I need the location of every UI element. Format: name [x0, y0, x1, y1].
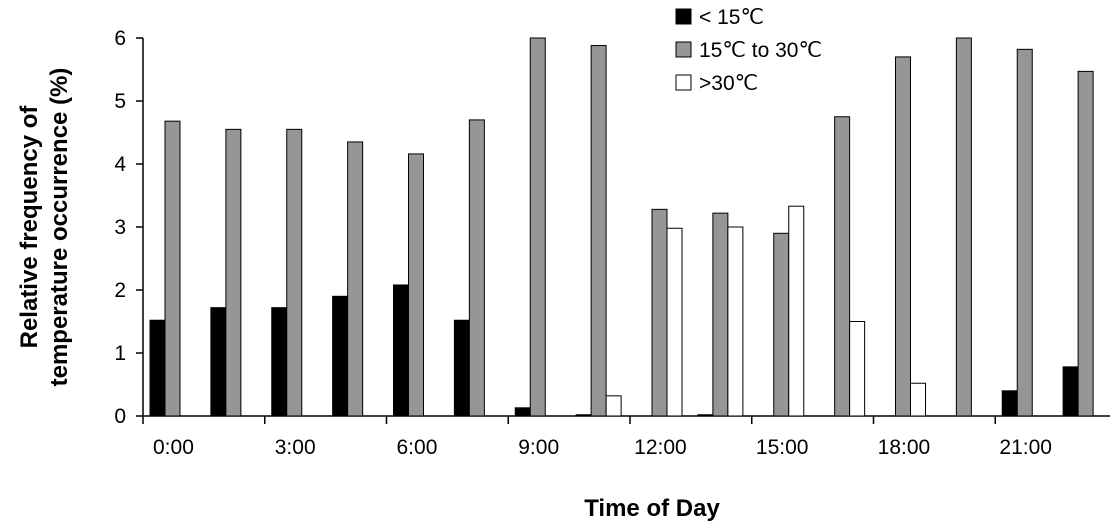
bar-series-3-1330 — [727, 226, 744, 417]
bar-series-2-2100 — [1016, 48, 1033, 417]
y-tick-label: 6 — [114, 27, 126, 50]
bar-series-3-1800 — [910, 382, 926, 417]
bar-series-3-1200 — [666, 227, 683, 417]
bar-series-2-730 — [468, 119, 485, 417]
x-tick-label: 12:00 — [634, 436, 687, 459]
bar-series-2-000 — [164, 120, 181, 417]
y-axis-title-line-2: temperature occurrence (%) — [46, 68, 73, 387]
bar-series-1-730 — [453, 319, 470, 417]
bar-series-2-1200 — [651, 208, 668, 417]
bar-series-2-900 — [529, 37, 546, 417]
bar-series-2-1630 — [834, 116, 851, 417]
y-tick-label: 5 — [114, 90, 126, 113]
bar-series-1-900 — [514, 407, 531, 417]
bar-series-2-130 — [225, 128, 242, 417]
x-tick-label: 18:00 — [878, 436, 931, 459]
bar-series-2-430 — [347, 141, 364, 417]
x-tick-label: 21:00 — [999, 436, 1052, 459]
y-tick-label: 0 — [114, 405, 126, 428]
bar-series-3-1500 — [788, 205, 805, 417]
x-tick-label: 3:00 — [275, 436, 316, 459]
legend-swatch-3 — [675, 74, 692, 91]
bar-series-1-000 — [149, 319, 166, 417]
legend-label-1: < 15℃ — [699, 6, 764, 29]
bar-series-1-430 — [332, 295, 349, 417]
bar-series-1-2230 — [1062, 366, 1079, 417]
bar-series-1-1330 — [697, 414, 714, 417]
x-axis-title: Time of Day — [584, 495, 720, 522]
bar-series-2-1330 — [712, 212, 729, 417]
legend-swatch-1 — [675, 8, 692, 25]
legend: < 15℃ 15℃ to 30℃ >30℃ — [675, 6, 822, 95]
bar-series-1-130 — [210, 307, 227, 417]
bar-series-3-1630 — [849, 321, 866, 417]
bar-series-2-2230 — [1077, 70, 1094, 417]
x-tick-label: 0:00 — [153, 436, 194, 459]
x-tick-label: 6:00 — [397, 436, 438, 459]
bar-series-1-300 — [271, 307, 288, 417]
x-tick-label: 15:00 — [756, 436, 809, 459]
bar-series-2-1030 — [590, 45, 607, 417]
legend-label-2: 15℃ to 30℃ — [699, 39, 822, 62]
bar-series-2-600 — [408, 153, 424, 417]
y-tick-label: 1 — [114, 342, 126, 365]
legend-label-3: >30℃ — [699, 72, 758, 95]
bar-series-1-2100 — [1001, 390, 1018, 417]
bar-series-2-1500 — [773, 232, 790, 417]
bar-series-2-1800 — [895, 56, 911, 417]
y-axis-title-line-1: Relative frequency of — [16, 105, 43, 349]
x-tick-label: 9:00 — [518, 436, 559, 459]
bar-series-1-600 — [393, 284, 409, 417]
y-tick-label: 3 — [114, 216, 126, 239]
y-tick-label: 4 — [114, 153, 126, 176]
legend-swatch-2 — [675, 41, 692, 58]
bar-series-1-1030 — [575, 414, 592, 417]
bar-series-2-300 — [286, 128, 303, 417]
bar-series-2-1930 — [955, 37, 972, 417]
plot-area: 0 1 2 3 4 5 6 0:00 3:00 6:00 9:00 12:00 15:00 18:00 21… — [114, 27, 1110, 459]
y-tick-label: 2 — [114, 279, 126, 302]
bar-series-3-1030 — [605, 395, 622, 417]
